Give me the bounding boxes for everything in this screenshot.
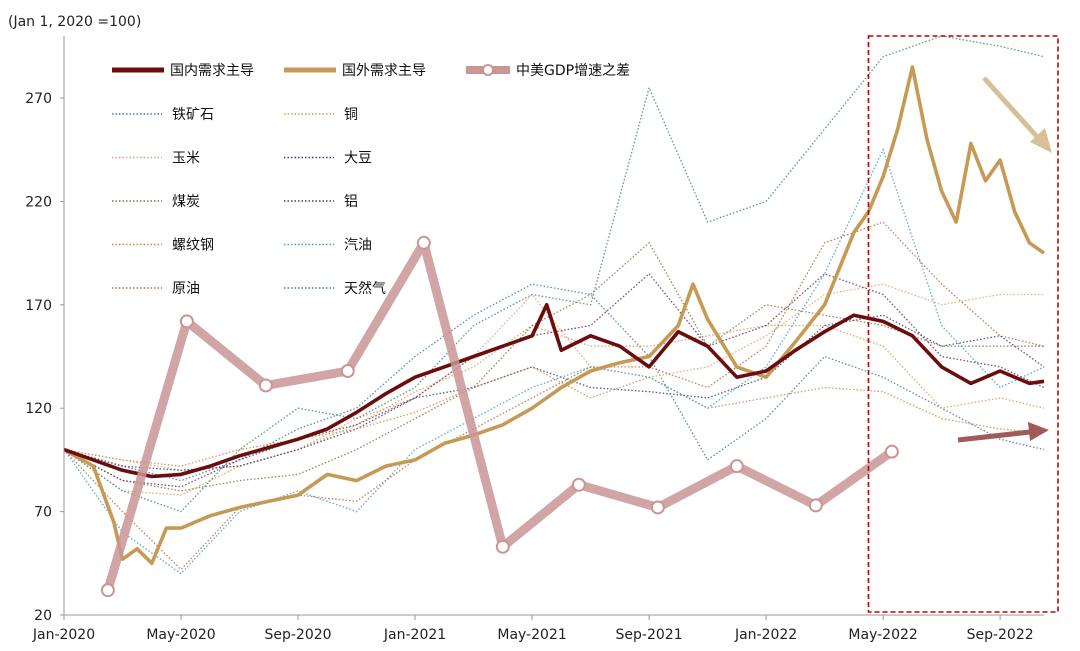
- y-tick-label: 120: [25, 401, 52, 417]
- legend-label: 铁矿石: [172, 107, 214, 123]
- highlight-box: [867, 35, 1059, 613]
- y-tick-label: 270: [25, 91, 52, 107]
- gdp-gap-point: [495, 539, 510, 554]
- y-tick-label: 170: [25, 298, 52, 314]
- legend-label: 中美GDP增速之差: [516, 63, 630, 79]
- legend-label: 原油: [172, 281, 200, 297]
- series-8-line: [63, 221, 1045, 571]
- x-tick-label: May-2020: [146, 627, 215, 643]
- legend-label: 国内需求主导: [170, 63, 254, 79]
- x-tick-label: Jan-2022: [734, 627, 797, 643]
- series-5-line: [63, 272, 1045, 488]
- x-tick-label: May-2022: [848, 627, 917, 643]
- series-7-line: [63, 147, 1045, 575]
- x-tick-label: Sep-2021: [616, 627, 683, 643]
- series-9-line: [63, 35, 1045, 513]
- series-10-line: [63, 65, 1046, 566]
- gdp-gap-point: [729, 459, 744, 474]
- gdp-gap-point: [808, 498, 823, 513]
- legend-label: 煤炭: [172, 194, 200, 210]
- legend-label: 玉米: [172, 151, 200, 167]
- gdp-gap-point: [258, 378, 273, 393]
- gdp-gap-point: [100, 583, 115, 598]
- series-2-line: [63, 283, 1044, 471]
- y-tick-label: 70: [34, 505, 52, 521]
- series-4-line: [63, 241, 1044, 492]
- gdp-gap-line: [103, 238, 897, 595]
- series-1-line: [63, 324, 1045, 496]
- x-tick-label: Sep-2022: [967, 627, 1034, 643]
- legend-marker: [482, 64, 494, 76]
- trend-arrow-flat-shaft: [957, 429, 1031, 443]
- gdp-gap-point: [650, 500, 665, 515]
- x-tick-label: Jan-2021: [383, 627, 446, 643]
- legend-label: 铝: [344, 194, 358, 210]
- trend-arrow-down-head: [1030, 128, 1052, 153]
- legend-label: 铜: [344, 107, 358, 123]
- gdp-gap-point: [884, 444, 899, 459]
- x-tick-label: Sep-2020: [264, 627, 331, 643]
- legend-label: 国外需求主导: [342, 63, 426, 79]
- series-layer: [63, 35, 1046, 598]
- y-tick-label: 220: [25, 194, 52, 210]
- x-tick-label: May-2021: [497, 627, 566, 643]
- y-tick-label: 20: [34, 608, 52, 624]
- legend-label: 汽油: [344, 238, 372, 254]
- series-3-line: [63, 314, 1045, 471]
- trend-arrow-down-shaft: [982, 76, 1042, 142]
- series-6-line: [63, 366, 1045, 467]
- overlay: [867, 35, 1059, 613]
- legend-label: 螺纹钢: [172, 238, 214, 254]
- gdp-gap-point: [179, 314, 194, 329]
- axes: 20 70 120 170 220 270 Jan-2020 May-2020 Sep-2020…: [25, 36, 1044, 643]
- x-tick-label: Jan-2020: [32, 627, 95, 643]
- unit-label: (Jan 1, 2020 =100): [8, 14, 142, 30]
- legend-label: 天然气: [344, 280, 386, 297]
- series-0-line: [63, 283, 1045, 482]
- trend-arrow-flat-head: [1028, 422, 1049, 441]
- legend-label: 大豆: [344, 151, 372, 167]
- series-11-line: [63, 302, 1045, 479]
- gdp-gap-point: [340, 363, 355, 378]
- gdp-gap-point: [416, 235, 431, 250]
- gdp-gap-point: [571, 477, 586, 492]
